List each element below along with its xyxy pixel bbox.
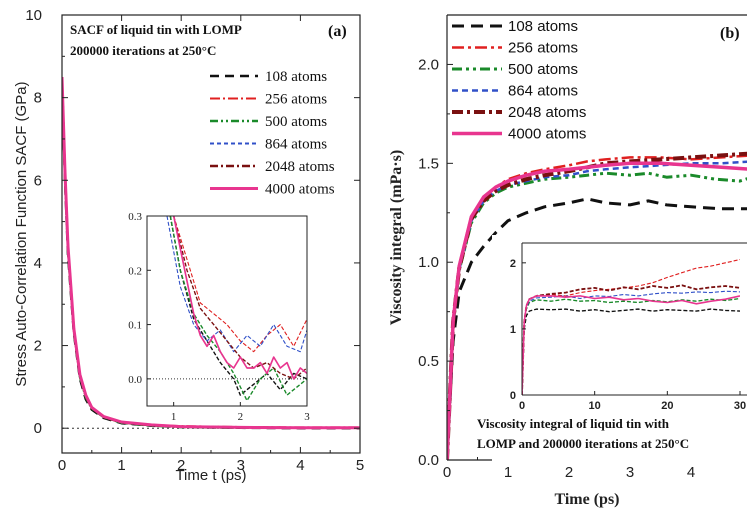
legend-label-1: 256 atoms xyxy=(265,92,327,108)
x-tick-label: 4 xyxy=(296,457,304,474)
inset-x-tick-label: 30 xyxy=(734,400,746,412)
y-tick-label: 0 xyxy=(34,420,42,437)
x-tick-label: 1 xyxy=(504,464,512,481)
x-tick-label: 2 xyxy=(177,457,185,474)
inset-series-line-3 xyxy=(166,216,307,353)
series-group xyxy=(62,76,360,430)
y-tick-label: 6 xyxy=(34,172,42,189)
inset-x-tick-label: 2 xyxy=(238,411,244,423)
x-tick-label: 0 xyxy=(443,464,451,481)
legend-label-4: 2048 atoms xyxy=(508,104,586,121)
inset-y-tick-label: 1 xyxy=(510,324,516,336)
legend-label-3: 864 atoms xyxy=(508,83,578,100)
x-tick-label: 4 xyxy=(687,464,695,481)
inset-series-group xyxy=(522,258,740,395)
legend-label-1: 256 atoms xyxy=(508,40,578,57)
series-line-1 xyxy=(447,154,747,460)
legend-label-5: 4000 atoms xyxy=(265,182,335,198)
inset-y-tick-label: 0.1 xyxy=(128,320,142,332)
x-tick-label: 2 xyxy=(565,464,573,481)
inset-x-tick-label: 20 xyxy=(661,400,673,412)
inset-caption-line: Viscosity integral of liquid tin with xyxy=(477,416,670,431)
inset-y-tick-label: 0.3 xyxy=(128,211,142,223)
y-tick-label: 4 xyxy=(34,255,42,272)
inset-a: 1 2 3 0.0 0.1 0.2 0.3 xyxy=(128,211,310,423)
inset-frame-bg xyxy=(146,215,308,407)
inset-caption-line: LOMP and 200000 iterations at 250°C xyxy=(477,436,689,451)
inset-frame xyxy=(146,215,308,407)
inset-x-tick-label: 10 xyxy=(589,400,601,412)
inset-b: 0 10 20 30 0 1 2 Viscosity integral of liquid t… xyxy=(477,235,747,465)
y-tick-label: 1.5 xyxy=(418,155,439,172)
x-axis-label: Time t (ps) xyxy=(175,467,246,484)
x-tick-label: 0 xyxy=(58,457,66,474)
legend-label-3: 864 atoms xyxy=(265,137,327,153)
series-line-0 xyxy=(447,197,747,460)
inset-x-tick-label: 3 xyxy=(304,411,310,423)
legend-label-2: 500 atoms xyxy=(508,61,578,78)
y-tick-label: 1.0 xyxy=(418,254,439,271)
y-tick-label: 0.0 xyxy=(418,452,439,469)
legend-label-5: 4000 atoms xyxy=(508,126,586,143)
inset-series-line-5 xyxy=(522,295,740,395)
x-tick-label: 1 xyxy=(117,457,125,474)
y-axis-label: Stress Auto-Correlation Function SACF (G… xyxy=(13,81,30,386)
y-axis-label: Viscosity integral (mPa·s) xyxy=(388,150,405,325)
inset-series-line-0 xyxy=(522,308,740,395)
y-tick-label: 2.0 xyxy=(418,56,439,73)
x-axis-label: Time (ps) xyxy=(554,491,619,508)
inset-series-line-5 xyxy=(172,216,307,380)
y-tick-label: 8 xyxy=(34,90,42,107)
annotation-line: 200000 iterations at 250°C xyxy=(70,43,216,58)
inset-x-tick-label: 0 xyxy=(519,400,525,412)
y-tick-label: 0.5 xyxy=(418,353,439,370)
y-tick-label: 10 xyxy=(25,7,42,24)
x-tick-label: 5 xyxy=(356,457,364,474)
inset-x-tick-label: 1 xyxy=(171,411,177,423)
series-line-5 xyxy=(62,76,360,430)
x-tick-label: 3 xyxy=(626,464,634,481)
legend-label-4: 2048 atoms xyxy=(265,159,335,175)
series-group-b xyxy=(447,151,747,460)
legend-label-0: 108 atoms xyxy=(265,69,327,85)
panel-b: 0 1 2 3 4 0.0 0.5 1.0 1.5 2.0 Time (ps) Viscosity i… xyxy=(388,14,747,508)
inset-series-group xyxy=(166,216,307,402)
inset-y-tick-label: 0.0 xyxy=(128,374,142,386)
x-tick-label: 3 xyxy=(237,457,245,474)
inset-y-tick-label: 0.2 xyxy=(128,265,142,277)
panel-a: 0 1 2 3 4 5 0 2 4 6 8 10 Time t (ps) Stress Auto-Corr… xyxy=(13,7,364,484)
series-line-5 xyxy=(447,161,747,460)
inset-background xyxy=(492,235,747,465)
panel-label: (a) xyxy=(328,23,347,40)
legend-label-0: 108 atoms xyxy=(508,18,578,35)
legend-label-2: 500 atoms xyxy=(265,114,327,130)
inset-series-line-1 xyxy=(173,216,307,353)
y-tick-label: 2 xyxy=(34,338,42,355)
inset-y-tick-label: 2 xyxy=(510,258,516,270)
inset-y-tick-label: 0 xyxy=(510,390,516,402)
annotation-line: SACF of liquid tin with LOMP xyxy=(70,22,242,37)
panel-label: (b) xyxy=(720,25,740,42)
inset-series-line-2 xyxy=(169,216,307,402)
